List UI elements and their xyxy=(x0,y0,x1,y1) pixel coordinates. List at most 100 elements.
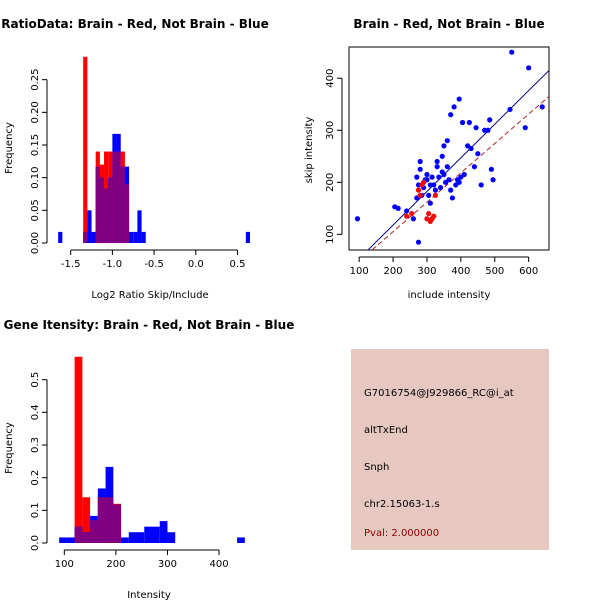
scatter-axes: 100 200 300 400 500 600 100 200 300 400 xyxy=(325,69,538,277)
ratio-histogram-title: RatioData: Brain - Red, Not Brain - Blue xyxy=(1,17,268,31)
scatter-x-tick-label: 200 xyxy=(384,266,403,277)
scatter-point-brain xyxy=(420,179,427,185)
hist1-bar-overlap xyxy=(124,184,130,243)
hist1-bar-not-brain xyxy=(91,231,96,243)
scatter-point-not-brain xyxy=(451,104,457,110)
hist1-bar-overlap xyxy=(83,231,88,243)
scatter-point-not-brain xyxy=(471,164,478,170)
hist1-bar-overlap xyxy=(99,177,105,243)
intensity-histogram-bars xyxy=(59,356,245,543)
scatter-point-not-brain xyxy=(441,171,447,178)
scatter-x-tick-label: 100 xyxy=(350,266,369,277)
hist1-bar-not-brain xyxy=(133,231,138,243)
scatter-point-not-brain xyxy=(446,177,452,183)
intensity-histogram-panel: Gene Itensity: Brain - Red, Not Brain - … xyxy=(4,318,295,600)
hist3-y-tick-label: 0.0 xyxy=(30,535,41,551)
hist3-bar-not-brain xyxy=(152,526,160,543)
hist1-y-tick-label: 0.20 xyxy=(30,101,41,123)
scatter-point-not-brain xyxy=(354,216,361,222)
scatter-ylabel: skip intensity xyxy=(304,117,315,184)
hist1-bar-overlap xyxy=(95,166,100,243)
hist3-bar-overlap xyxy=(90,520,98,543)
hist3-bar-not-brain xyxy=(144,526,152,543)
hist3-y-tick-label: 0.3 xyxy=(30,437,41,453)
info-event-type: altTxEnd xyxy=(364,425,408,436)
scatter-point-not-brain xyxy=(459,119,466,126)
info-panel-background xyxy=(351,349,549,550)
hist3-bar-not-brain xyxy=(167,532,176,543)
hist1-y-tick-label: 0.25 xyxy=(30,69,41,91)
hist3-x-tick-label: 100 xyxy=(55,559,74,570)
scatter-point-not-brain xyxy=(509,49,515,55)
scatter-point-brain xyxy=(409,210,415,217)
scatter-point-brain xyxy=(404,213,410,219)
scatter-point-not-brain xyxy=(444,138,450,144)
scatter-xlabel: include intensity xyxy=(408,290,491,301)
scatter-point-not-brain xyxy=(434,158,440,165)
hist3-bar-not-brain xyxy=(66,537,75,543)
scatter-point-not-brain xyxy=(487,117,493,123)
hist3-bar-overlap xyxy=(97,497,106,543)
hist3-bar-overlap xyxy=(82,532,91,543)
info-pval: Pval: 2.000000 xyxy=(364,528,439,539)
hist3-bar-not-brain xyxy=(121,537,129,543)
scatter-point-not-brain xyxy=(415,239,422,245)
hist3-bar-overlap xyxy=(113,504,122,543)
intensity-histogram-axes: 100 200 300 400 0.0 0.1 0.2 0.3 0.4 0.5 xyxy=(30,372,229,570)
hist1-bar-not-brain xyxy=(141,231,146,243)
hist1-bar-overlap xyxy=(112,151,117,243)
hist1-bar-not-brain xyxy=(58,231,63,243)
scatter-y-tick-label: 400 xyxy=(325,69,336,88)
scatter-point-not-brain xyxy=(475,151,481,157)
scatter-point-not-brain xyxy=(456,96,462,102)
hist3-bar-not-brain xyxy=(237,537,245,543)
scatter-point-not-brain xyxy=(488,166,494,172)
hist1-x-tick-label: 0.0 xyxy=(188,259,204,270)
hist1-y-tick-label: 0.10 xyxy=(30,167,41,189)
scatter-fit-lines xyxy=(367,70,549,250)
hist3-y-tick-label: 0.1 xyxy=(30,502,41,518)
scatter-point-not-brain xyxy=(426,192,432,198)
scatter-point-not-brain xyxy=(410,216,417,222)
scatter-point-brain xyxy=(431,213,437,219)
hist3-y-tick-label: 0.2 xyxy=(30,470,41,486)
hist1-bar-not-brain xyxy=(129,231,134,243)
scatter-point-not-brain xyxy=(478,182,484,188)
scatter-title: Brain - Red, Not Brain - Blue xyxy=(353,17,544,31)
scatter-point-not-brain xyxy=(449,195,455,201)
scatter-x-tick-label: 400 xyxy=(451,266,470,277)
scatter-y-tick-label: 300 xyxy=(325,121,336,140)
scatter-point-not-brain xyxy=(437,184,444,191)
hist1-bar-overlap xyxy=(104,188,109,243)
scatter-point-not-brain xyxy=(404,208,410,214)
scatter-point-not-brain xyxy=(414,174,420,180)
scatter-point-brain xyxy=(432,192,439,198)
ratio-histogram-ylabel: Frequency xyxy=(4,122,15,174)
scatter-point-not-brain xyxy=(429,174,435,180)
scatter-point-not-brain xyxy=(417,166,423,172)
scatter-point-not-brain xyxy=(473,125,479,131)
hist3-x-tick-label: 300 xyxy=(158,559,177,570)
scatter-point-not-brain xyxy=(439,153,445,159)
scatter-x-tick-label: 300 xyxy=(417,266,436,277)
hist3-bar-not-brain xyxy=(159,521,168,543)
ratio-histogram-bars xyxy=(58,56,250,243)
hist1-bar-overlap xyxy=(120,166,125,243)
scatter-panel: Brain - Red, Not Brain - Blue include in… xyxy=(304,17,550,301)
scatter-point-not-brain xyxy=(432,187,439,193)
scatter-point-not-brain xyxy=(448,187,454,193)
scatter-point-not-brain xyxy=(468,145,474,152)
hist1-x-tick-label: -1.5 xyxy=(61,259,81,270)
hist1-bar-overlap xyxy=(108,177,113,243)
hist1-bar-not-brain xyxy=(137,210,142,243)
hist3-bar-brain xyxy=(82,497,91,543)
intensity-histogram-ylabel: Frequency xyxy=(4,422,15,474)
scatter-point-not-brain xyxy=(427,200,433,206)
scatter-point-not-brain xyxy=(539,104,545,110)
scatter-point-not-brain xyxy=(522,125,528,131)
scatter-point-not-brain xyxy=(490,177,496,183)
hist1-x-tick-label: 0.5 xyxy=(230,259,246,270)
scatter-y-tick-label: 100 xyxy=(325,225,336,244)
ratio-histogram-axes: -1.5 -1.0 -0.5 0.0 0.5 0.00 0.05 0.10 0.15 0.20 0.… xyxy=(30,69,245,270)
